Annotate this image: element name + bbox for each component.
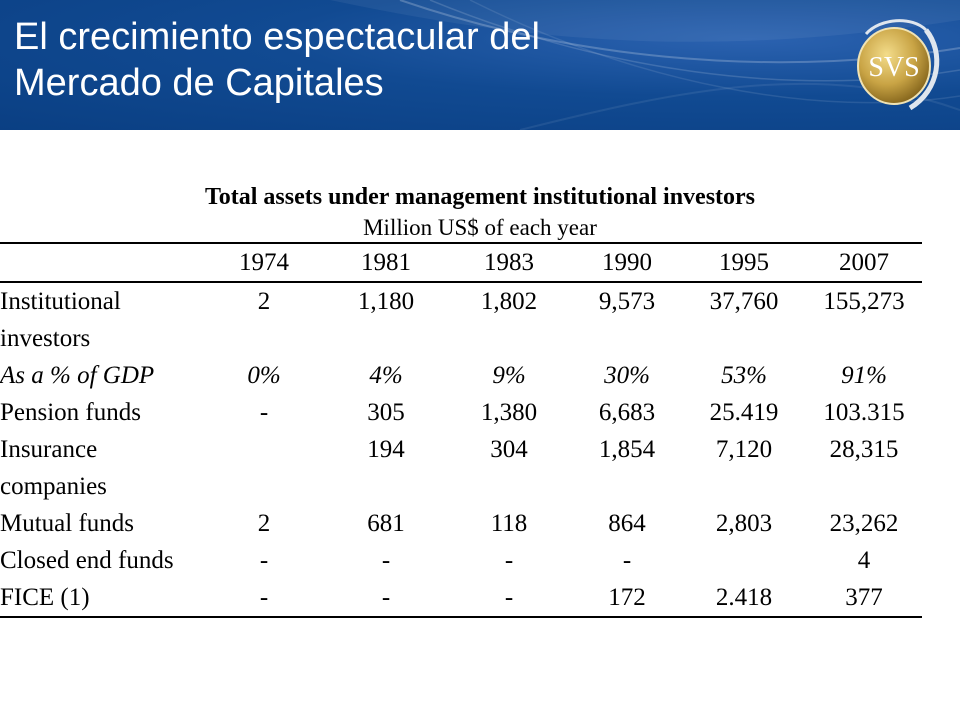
row-label: FICE (1) xyxy=(0,579,202,618)
table-header-row: 1974 1981 1983 1990 1995 2007 xyxy=(0,242,922,283)
table-cell: 194 xyxy=(367,436,405,463)
row-label: Mutual funds xyxy=(0,510,135,537)
table-row: FICE (1) - - - 172 2.418 377 xyxy=(0,579,922,618)
svs-logo-text: SVS xyxy=(868,52,919,83)
table-cell: - xyxy=(381,547,391,574)
table-subtitle: Million US$ of each year xyxy=(363,215,597,240)
table-cell: 2 xyxy=(257,510,271,537)
table-cell: 305 xyxy=(367,399,405,426)
table-row: Closed end funds - - - - 4 xyxy=(0,542,922,579)
svs-logo: SVS xyxy=(857,19,940,111)
table-title: Total assets under management institutio… xyxy=(204,184,756,210)
row-label: Closed end funds xyxy=(0,547,174,574)
table-cell: 1,180 xyxy=(357,288,415,315)
row-label-line: Institutional xyxy=(0,288,121,315)
table-cell: 304 xyxy=(490,436,528,463)
year-header: 1995 xyxy=(682,242,806,283)
table-cell: 53% xyxy=(721,362,767,389)
table-cell: - xyxy=(622,547,632,574)
table-cell: 2,803 xyxy=(715,510,773,537)
table-cell xyxy=(202,431,326,505)
row-label: Pension funds xyxy=(0,399,141,426)
assets-table-section: Total assets under management institutio… xyxy=(0,180,922,618)
table-cell: 172 xyxy=(572,579,682,618)
table-cell: 864 xyxy=(608,510,646,537)
table-row: Institutional investors 2 1,180 1,802 9,… xyxy=(0,282,922,357)
slide-title: El crecimiento espectacular del Mercado … xyxy=(14,14,540,106)
table-cell: 6,683 xyxy=(598,399,656,426)
table-cell: - xyxy=(504,547,514,574)
table-cell: - xyxy=(259,399,269,426)
table-row: Mutual funds 2 681 118 864 2,803 23,262 xyxy=(0,505,922,542)
row-label: As a % of GDP xyxy=(0,362,155,389)
year-header: 1981 xyxy=(326,242,446,283)
table-cell: 155,273 xyxy=(823,288,905,315)
table-cell: 4 xyxy=(857,547,871,574)
table-cell: 37,760 xyxy=(709,288,779,315)
table-cell: 681 xyxy=(367,510,405,537)
table-cell: 1,802 xyxy=(480,288,538,315)
slide-title-line-2: Mercado de Capitales xyxy=(14,62,384,104)
year-header: 1974 xyxy=(202,242,326,283)
table-row: As a % of GDP 0% 4% 9% 30% 53% 91% xyxy=(0,357,922,394)
table-cell: 23,262 xyxy=(829,510,899,537)
table-row: Pension funds - 305 1,380 6,683 25.419 1… xyxy=(0,394,922,431)
row-label-line: companies xyxy=(0,473,107,500)
table-cell: 2 xyxy=(257,288,271,315)
year-header: 1990 xyxy=(572,242,682,283)
table-cell: 103.315 xyxy=(823,399,905,426)
table-cell: - xyxy=(259,547,269,574)
assets-table: 1974 1981 1983 1990 1995 2007 Institutio… xyxy=(0,242,922,618)
table-cell: - xyxy=(326,579,446,618)
table-cell: 9,573 xyxy=(598,288,656,315)
table-cell: 9% xyxy=(492,362,526,389)
year-header: 1983 xyxy=(446,242,572,283)
title-banner: El crecimiento espectacular del Mercado … xyxy=(0,0,960,130)
row-label-line: investors xyxy=(0,325,91,352)
table-cell xyxy=(682,542,806,579)
table-cell: 1,854 xyxy=(598,436,656,463)
slide-title-line-1: El crecimiento espectacular del xyxy=(14,16,540,58)
header-label-cell xyxy=(0,242,202,283)
row-label-line: Insurance xyxy=(0,436,98,463)
table-cell: 0% xyxy=(247,362,281,389)
table-cell: 7,120 xyxy=(715,436,773,463)
table-cell: 30% xyxy=(604,362,650,389)
table-cell: 25.419 xyxy=(709,399,779,426)
year-header: 2007 xyxy=(806,242,922,283)
table-cell: 4% xyxy=(369,362,403,389)
table-cell: 2.418 xyxy=(682,579,806,618)
table-cell: 377 xyxy=(806,579,922,618)
table-cell: 1,380 xyxy=(480,399,538,426)
table-cell: 91% xyxy=(841,362,887,389)
table-cell: 28,315 xyxy=(829,436,899,463)
row-label: Insurance companies xyxy=(0,431,202,505)
table-cell: - xyxy=(446,579,572,618)
table-cell: - xyxy=(202,579,326,618)
row-label: Institutional investors xyxy=(0,282,202,357)
table-row: Insurance companies 194 304 1,854 7,120 … xyxy=(0,431,922,505)
table-cell: 118 xyxy=(490,510,528,537)
